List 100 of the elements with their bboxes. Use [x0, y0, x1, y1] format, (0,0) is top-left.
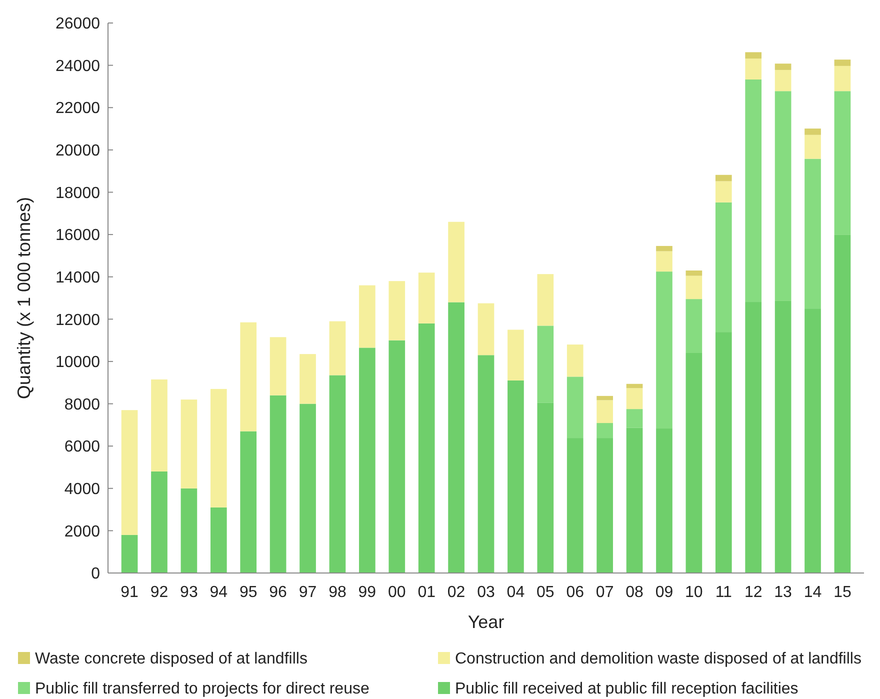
- bar: [596, 438, 613, 573]
- x-tick-label: 96: [269, 584, 288, 601]
- bar: [418, 323, 435, 573]
- x-tick-label: 09: [655, 584, 674, 601]
- bar: [240, 431, 257, 573]
- x-tick-label: 98: [328, 584, 346, 601]
- bar: [804, 134, 821, 159]
- bar: [834, 66, 851, 92]
- bar: [359, 348, 376, 573]
- y-tick-label: 12000: [56, 312, 100, 329]
- x-tick-label: 93: [180, 584, 198, 601]
- x-tick-label: 13: [774, 584, 792, 601]
- x-tick-label: 12: [744, 584, 762, 601]
- bar: [745, 58, 762, 80]
- bar: [300, 404, 316, 573]
- y-tick-label: 10000: [56, 354, 100, 372]
- bar: [329, 321, 346, 376]
- bar: [804, 308, 821, 573]
- bar: [566, 344, 584, 377]
- bar: [508, 330, 524, 380]
- bar: [448, 222, 464, 302]
- bar: [715, 332, 732, 573]
- x-tick-label: 14: [804, 584, 822, 601]
- legend-label: Public fill received at public fill reception facilities: [455, 680, 798, 698]
- bar: [626, 384, 643, 388]
- bar: [656, 272, 672, 429]
- bar: [686, 276, 702, 300]
- bar: [329, 375, 346, 573]
- legend-label: Waste concrete disposed of at landfills: [35, 650, 308, 668]
- y-tick-label: 2000: [64, 523, 100, 540]
- x-tick-label: 10: [685, 584, 703, 601]
- bar: [626, 428, 643, 573]
- x-tick-label: 02: [447, 584, 466, 601]
- bar: [388, 340, 406, 573]
- x-tick-label: 07: [596, 584, 614, 601]
- y-tick-label: 18000: [56, 184, 100, 202]
- bar: [774, 91, 792, 301]
- bar: [745, 52, 762, 59]
- x-tick-label: 04: [506, 584, 525, 601]
- x-tick-label: 97: [298, 584, 317, 601]
- y-tick-label: 14000: [56, 269, 100, 286]
- bar: [596, 423, 613, 438]
- x-tick-label: 91: [120, 584, 139, 601]
- bar: [151, 379, 168, 472]
- bar: [596, 396, 613, 400]
- x-tick-label: 94: [210, 584, 228, 601]
- bar: [121, 534, 138, 573]
- bar: [774, 70, 792, 92]
- y-tick-label: 22000: [56, 100, 100, 118]
- bar: [270, 337, 286, 396]
- x-tick-label: 99: [358, 584, 376, 601]
- bar: [566, 376, 584, 438]
- y-tick-label: 8000: [64, 396, 100, 414]
- y-tick-label: 26000: [56, 16, 100, 33]
- bar: [774, 64, 792, 70]
- bar: [210, 507, 227, 573]
- bar: [478, 355, 494, 573]
- bar: [270, 395, 286, 573]
- y-tick-label: 6000: [64, 438, 100, 456]
- bar: [715, 181, 732, 202]
- bar: [210, 388, 227, 508]
- x-tick-label: 11: [715, 584, 732, 601]
- bar: [686, 353, 702, 573]
- y-axis-title: Quantity (x 1 000 tonnes): [14, 196, 34, 400]
- x-axis-title: Year: [468, 612, 504, 632]
- x-tick-label: 92: [150, 584, 168, 601]
- bar: [656, 251, 672, 272]
- bar: [180, 488, 198, 573]
- bar: [448, 302, 464, 573]
- x-tick-label: 08: [626, 584, 644, 601]
- y-tick-label: 24000: [56, 58, 100, 75]
- bar: [596, 400, 613, 424]
- bar: [834, 234, 851, 573]
- bar: [478, 303, 494, 356]
- bar: [300, 354, 316, 404]
- bar: [774, 300, 792, 573]
- x-tick-label: 15: [834, 584, 852, 601]
- bar: [804, 158, 821, 309]
- bar: [151, 471, 168, 573]
- bar: [745, 302, 762, 573]
- bar: [508, 380, 524, 573]
- bar: [537, 326, 554, 403]
- bar: [121, 410, 138, 535]
- bar: [656, 428, 672, 573]
- x-tick-label: 00: [388, 584, 406, 601]
- bar: [686, 299, 702, 353]
- bar: [715, 202, 732, 332]
- legend-label: Construction and demolition waste disposed of at landfills: [455, 650, 862, 668]
- bar: [180, 400, 198, 488]
- x-tick-label: 03: [477, 584, 495, 601]
- x-tick-label: 01: [418, 584, 436, 601]
- bar: [626, 388, 643, 410]
- bar: [240, 322, 257, 432]
- bar: [626, 409, 643, 428]
- bar: [834, 91, 851, 235]
- bar: [566, 438, 584, 573]
- bar: [804, 128, 821, 135]
- y-tick-label: 20000: [56, 142, 100, 160]
- legend-label: Public fill transferred to projects for direct reuse: [35, 680, 370, 698]
- y-tick-label: 0: [91, 566, 100, 583]
